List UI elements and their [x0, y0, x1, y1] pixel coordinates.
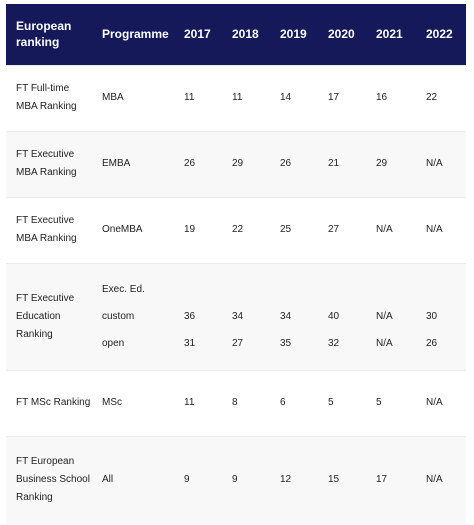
header-year-2018: 2018	[232, 27, 259, 42]
programme-cell: EMBA	[92, 130, 174, 197]
value-cell: 6	[270, 369, 318, 436]
ranking-cell: FT MSc Ranking	[6, 369, 92, 436]
value-cell: 25	[270, 196, 318, 263]
ranking-cell: FT European Business School Ranking	[6, 435, 92, 524]
programme-group-label: Exec. Ed.	[102, 283, 145, 295]
value-text: 35	[280, 337, 292, 349]
ranking-cell: FT Executive Education Ranking	[6, 262, 92, 370]
value-text: 30	[426, 310, 438, 322]
value-cell: 29	[222, 130, 270, 197]
value-text: 34	[232, 310, 244, 322]
value-cell: 8	[222, 369, 270, 436]
value-cell: 22	[416, 64, 466, 131]
value-cell: 16	[366, 64, 416, 131]
table-header: European ranking Programme 2017 2018 201…	[6, 4, 466, 65]
ranking-cell: FT Executive MBA Ranking	[6, 130, 92, 197]
value-cell: 17	[366, 435, 416, 524]
value-cell: 11	[174, 64, 222, 131]
value-cell: 15	[318, 435, 366, 524]
value-cell: N/A	[366, 196, 416, 263]
value-cell: 11	[174, 369, 222, 436]
rankings-table: European ranking Programme 2017 2018 201…	[6, 4, 466, 524]
value-text: N/A	[376, 337, 393, 349]
value-cell: 29	[366, 130, 416, 197]
value-cell: 9	[174, 435, 222, 524]
header-year-2022: 2022	[426, 27, 453, 42]
value-text: N/A	[376, 310, 393, 322]
programme-cell: OneMBA	[92, 196, 174, 263]
value-text: 26	[426, 337, 438, 349]
header-row: European ranking Programme 2017 2018 201…	[6, 4, 466, 65]
header-year-2019: 2019	[280, 27, 307, 42]
table-row: FT Executive MBA Ranking EMBA 26 29 26 2…	[6, 130, 466, 197]
ranking-cell: FT Executive MBA Ranking	[6, 196, 92, 263]
value-text: 36	[184, 310, 196, 322]
value-cell: -N/AN/A	[366, 262, 416, 370]
value-cell: 14	[270, 64, 318, 131]
value-cell: 21	[318, 130, 366, 197]
value-cell: 12	[270, 435, 318, 524]
table-body: FT Full-time MBA Ranking MBA 11 11 14 17…	[6, 64, 466, 524]
header-european-ranking: European ranking	[16, 19, 72, 50]
table-row: FT Executive MBA Ranking OneMBA 19 22 25…	[6, 196, 466, 263]
value-cell: 26	[270, 130, 318, 197]
value-cell: 5	[318, 369, 366, 436]
table-row: FT Full-time MBA Ranking MBA 11 11 14 17…	[6, 64, 466, 131]
ranking-cell: FT Full-time MBA Ranking	[6, 64, 92, 131]
value-cell: 19	[174, 196, 222, 263]
value-cell: 26	[174, 130, 222, 197]
value-cell: N/A	[416, 130, 466, 197]
header-year-2020: 2020	[328, 27, 355, 42]
value-cell: N/A	[416, 196, 466, 263]
table-row: FT MSc Ranking MSc 11 8 6 5 5 N/A	[6, 369, 466, 436]
value-text: 34	[280, 310, 292, 322]
value-cell: 5	[366, 369, 416, 436]
value-text: 32	[328, 337, 340, 349]
value-text: 40	[328, 310, 340, 322]
value-cell: 17	[318, 64, 366, 131]
value-cell: N/A	[416, 435, 466, 524]
programme-cell: Exec. Ed. custom open	[92, 262, 174, 370]
programme-sub-label: custom	[102, 310, 135, 322]
table-row: FT European Business School Ranking All …	[6, 435, 466, 524]
value-cell: 22	[222, 196, 270, 263]
programme-cell: MSc	[92, 369, 174, 436]
value-text: 27	[232, 337, 244, 349]
header-year-2021: 2021	[376, 27, 403, 42]
programme-cell: MBA	[92, 64, 174, 131]
programme-sub-label: open	[102, 337, 125, 349]
header-programme: Programme	[102, 27, 169, 42]
value-text: 31	[184, 337, 196, 349]
table-row: FT Executive Education Ranking Exec. Ed.…	[6, 262, 466, 370]
header-year-2017: 2017	[184, 27, 211, 42]
value-cell: 9	[222, 435, 270, 524]
value-cell: 11	[222, 64, 270, 131]
programme-cell: All	[92, 435, 174, 524]
value-cell: 27	[318, 196, 366, 263]
value-cell: N/A	[416, 369, 466, 436]
